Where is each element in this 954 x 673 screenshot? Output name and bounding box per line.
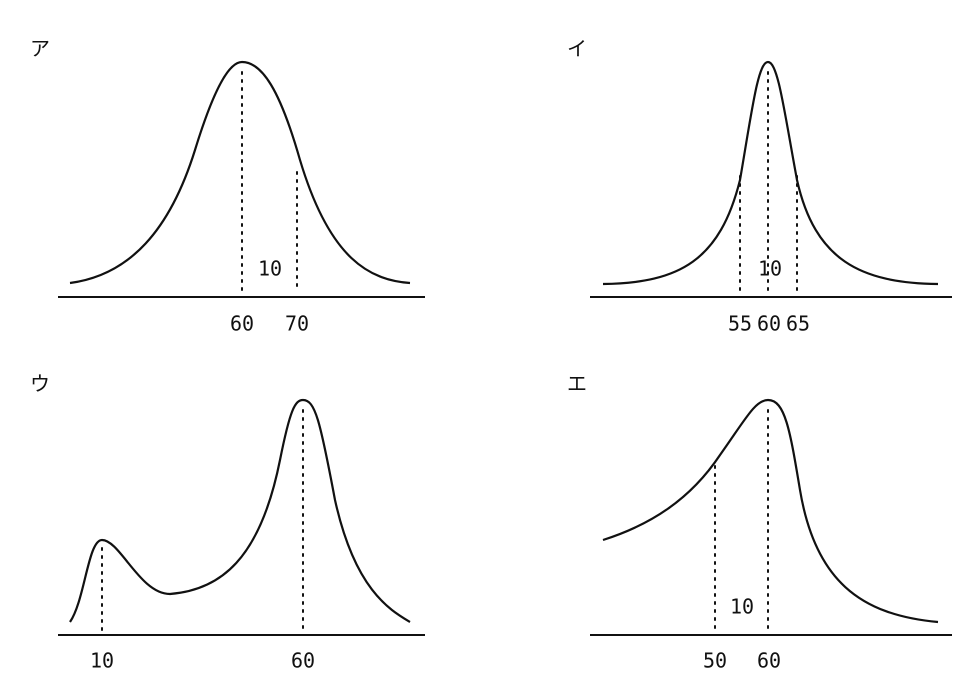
panel-label: イ (567, 37, 587, 61)
tick-label: 60 (757, 312, 781, 336)
tick-label: 10 (90, 649, 114, 673)
tick-label: 50 (703, 649, 727, 673)
annotation: 10 (730, 595, 754, 619)
tick-label: 60 (230, 312, 254, 336)
tick-label: 70 (285, 312, 309, 336)
panel-label: エ (567, 372, 587, 396)
curve (69, 398, 411, 623)
panel-label: ア (30, 37, 50, 61)
tick-label: 60 (291, 649, 315, 673)
tick-label: 65 (786, 312, 810, 336)
tick-label: 55 (728, 312, 752, 336)
annotation: 10 (258, 257, 282, 281)
curve (602, 398, 939, 624)
annotation: 10 (758, 257, 782, 281)
tick-label: 60 (757, 649, 781, 673)
curve (602, 60, 939, 286)
panel-label: ウ (30, 372, 50, 396)
curve (69, 60, 411, 285)
